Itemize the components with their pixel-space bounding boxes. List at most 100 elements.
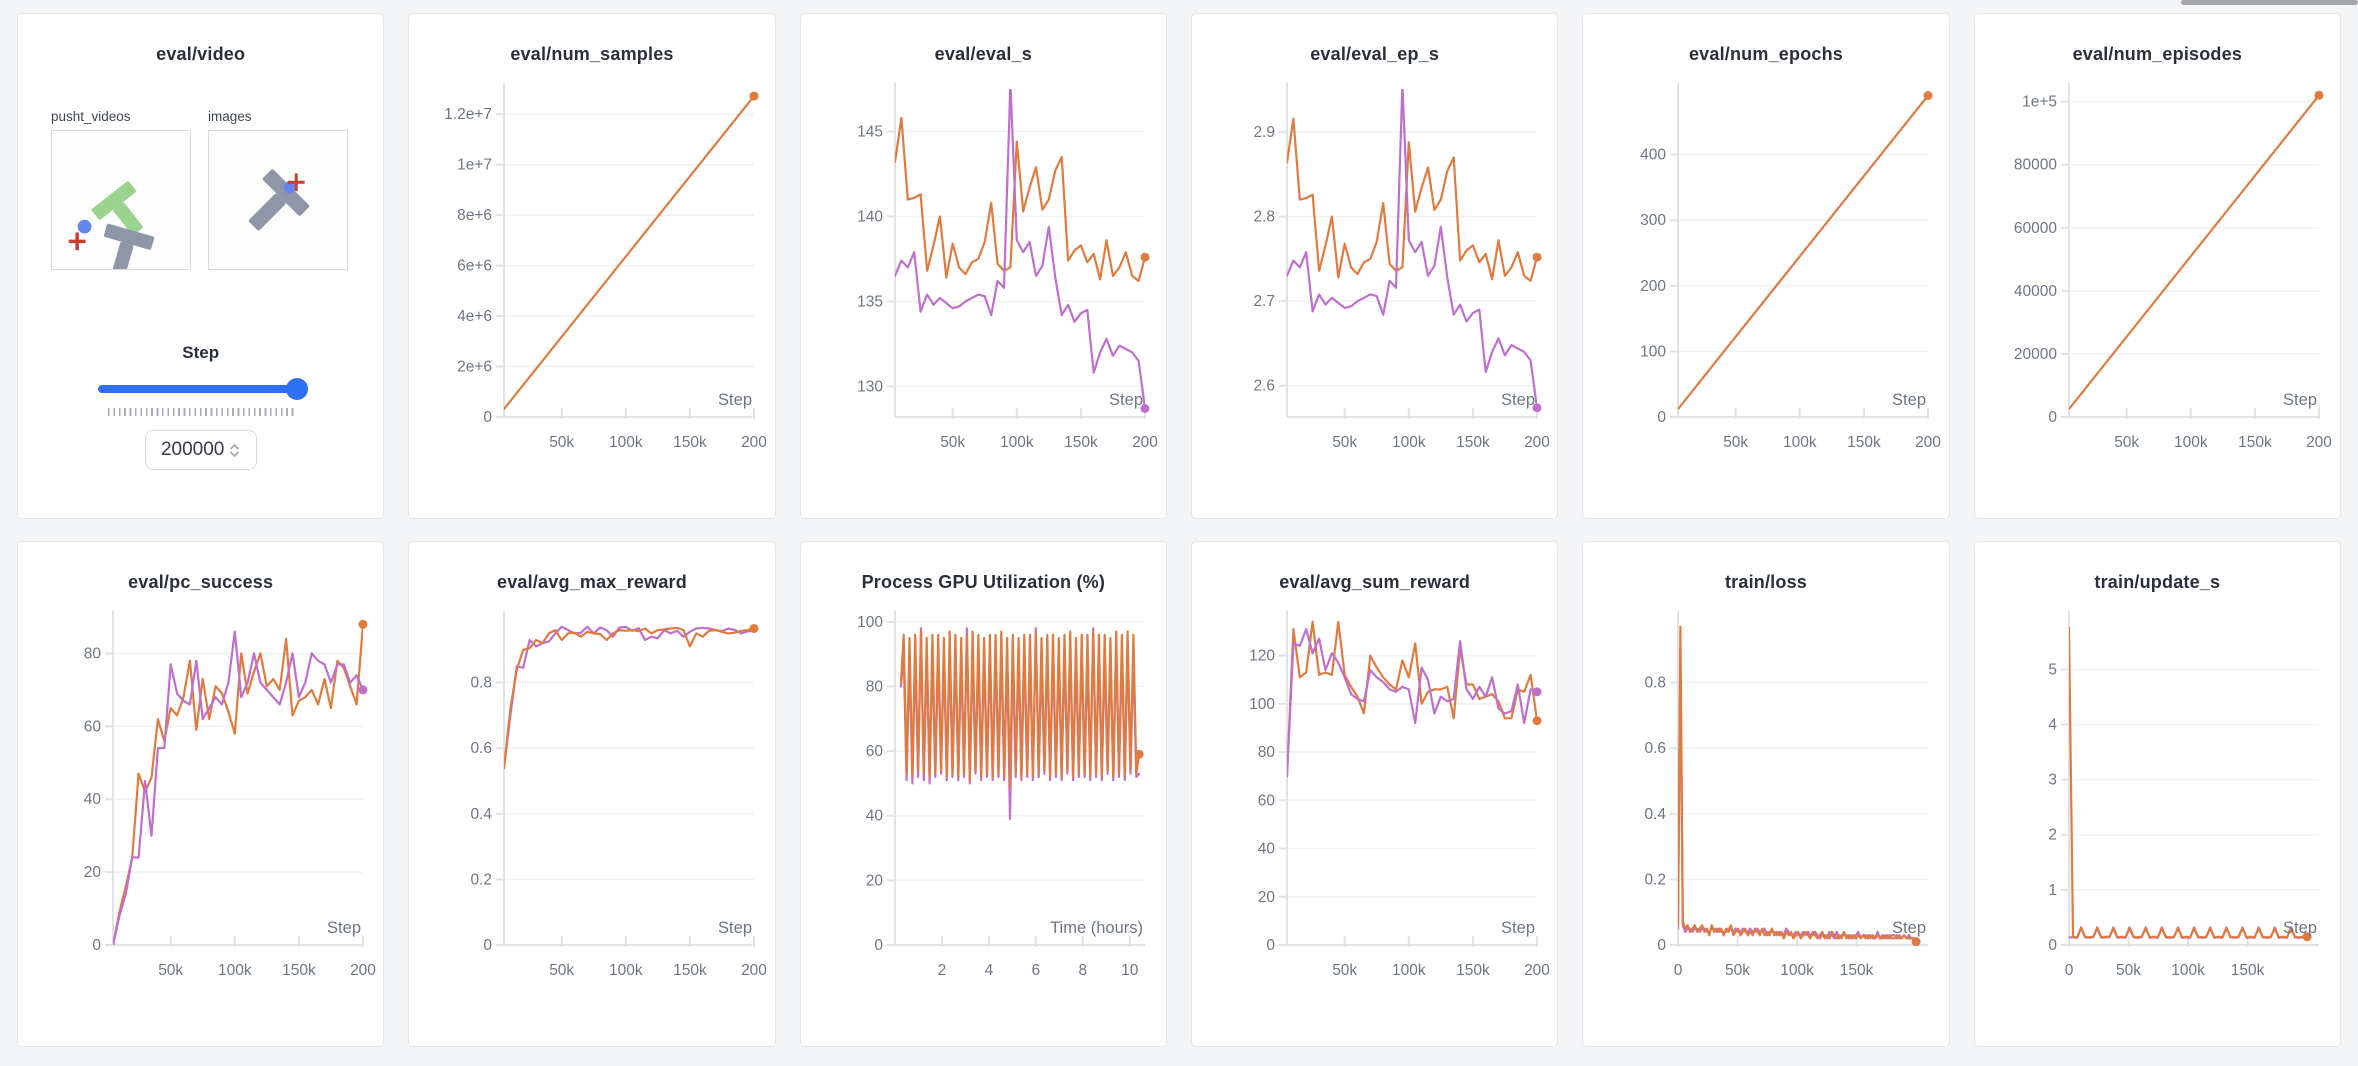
panel-train-loss[interactable]: train/loss 0 0.2 0.4 0.6 0.8 0 50k 100k 150k Step [1582, 541, 1950, 1047]
svg-text:5: 5 [2049, 661, 2058, 678]
svg-text:3: 3 [2049, 772, 2058, 789]
line-chart-eval-avg-max-reward[interactable]: 0 0.2 0.4 0.6 0.8 50k 100k 150k 200 Step [416, 603, 768, 1005]
svg-text:2: 2 [2049, 827, 2058, 844]
spinner-up-icon[interactable] [229, 443, 240, 450]
panel-eval-video[interactable]: eval/video pusht_videos [17, 13, 385, 519]
svg-text:150k: 150k [673, 434, 707, 451]
line-chart-eval-eval-ep-s[interactable]: 2.6 2.7 2.8 2.9 50k 100k 150k 200 Step [1199, 75, 1551, 477]
panel-eval-num-epochs[interactable]: eval/num_epochs 0 100 200 300 400 50k 100k 150k… [1582, 13, 1950, 519]
svg-text:60: 60 [1257, 792, 1275, 809]
svg-text:0: 0 [2049, 409, 2058, 426]
pusht-video-thumbnail[interactable] [51, 130, 191, 276]
svg-text:100k: 100k [1392, 962, 1426, 979]
svg-text:4: 4 [2049, 716, 2058, 733]
panel-eval-num-episodes[interactable]: eval/num_episodes 0 20000 40000 60000 80000 1… [1973, 13, 2341, 519]
svg-text:50k: 50k [2116, 962, 2141, 979]
svg-text:100: 100 [857, 614, 883, 631]
svg-text:4: 4 [985, 962, 994, 979]
svg-text:Step: Step [1501, 391, 1535, 409]
svg-text:Step: Step [2283, 391, 2317, 409]
panel-gpu-utilization[interactable]: Process GPU Utilization (%) 0 20 40 60 80 100… [799, 541, 1167, 1047]
line-chart-eval-num-samples[interactable]: 0 2e+6 4e+6 6e+6 8e+6 1e+7 1.2e+7 50k 100k 150k 20… [416, 75, 768, 477]
line-chart-eval-num-epochs[interactable]: 0 100 200 300 400 50k 100k 150k 200 Step [1590, 75, 1942, 477]
line-chart-train-loss[interactable]: 0 0.2 0.4 0.6 0.8 0 50k 100k 150k Step [1590, 603, 1942, 1005]
svg-text:60: 60 [83, 718, 101, 735]
svg-text:150k: 150k [1064, 434, 1098, 451]
panel-eval-pc-success[interactable]: eval/pc_success 0 20 40 60 80 50k 100k 150k 200 S… [17, 541, 385, 1047]
svg-text:Time (hours): Time (hours) [1050, 919, 1143, 937]
svg-text:20: 20 [1257, 889, 1275, 906]
images-thumbnail[interactable] [208, 130, 348, 270]
panel-title: eval/num_samples [510, 44, 674, 64]
svg-text:0.4: 0.4 [470, 806, 492, 823]
svg-text:0.6: 0.6 [470, 740, 492, 757]
svg-text:60000: 60000 [2014, 220, 2057, 237]
line-chart-eval-num-episodes[interactable]: 0 20000 40000 60000 80000 1e+5 50k 100k 150k 200 S… [1981, 75, 2333, 477]
line-chart-eval-pc-success[interactable]: 0 20 40 60 80 50k 100k 150k 200 Step [25, 603, 377, 1005]
svg-text:130: 130 [857, 378, 883, 395]
step-slider[interactable] [97, 377, 308, 407]
horizontal-scrollbar-thumb[interactable] [2181, 0, 2358, 5]
svg-text:10: 10 [1121, 962, 1139, 979]
step-slider-thumb[interactable] [285, 378, 308, 400]
svg-text:200: 200 [1915, 434, 1941, 451]
svg-text:2.6: 2.6 [1253, 378, 1275, 395]
svg-text:1e+7: 1e+7 [457, 157, 492, 174]
svg-text:120: 120 [1249, 648, 1275, 665]
target-cross-icon [68, 232, 86, 251]
media-item-images[interactable]: images [208, 109, 348, 275]
svg-text:100k: 100k [1392, 434, 1426, 451]
svg-text:0: 0 [92, 937, 101, 954]
panel-title: eval/avg_sum_reward [1279, 572, 1471, 592]
svg-text:0: 0 [2049, 937, 2058, 954]
step-slider-label: Step [182, 343, 220, 362]
svg-text:40000: 40000 [2014, 283, 2057, 300]
line-chart-eval-eval-s[interactable]: 130 135 140 145 50k 100k 150k 200 Step [807, 75, 1159, 477]
svg-text:Step: Step [1501, 919, 1535, 937]
svg-text:200: 200 [741, 434, 767, 451]
svg-text:80: 80 [1257, 744, 1275, 761]
svg-text:8e+6: 8e+6 [457, 207, 492, 224]
svg-text:Step: Step [1109, 391, 1143, 409]
svg-text:150k: 150k [2238, 434, 2272, 451]
svg-text:0.8: 0.8 [1644, 675, 1666, 692]
svg-text:0: 0 [2065, 962, 2074, 979]
svg-text:0: 0 [1674, 962, 1683, 979]
spinner-down-icon[interactable] [229, 450, 240, 457]
svg-text:50k: 50k [1332, 962, 1357, 979]
panel-train-update-s[interactable]: train/update_s 0 1 2 3 4 5 0 50k 100k 150k Step [1973, 541, 2341, 1047]
svg-text:80: 80 [83, 645, 101, 662]
panel-eval-num-samples[interactable]: eval/num_samples 0 2e+6 4e+6 6e+6 8e+6 1e+7 1.… [408, 13, 776, 519]
svg-text:20: 20 [866, 872, 884, 889]
step-value: 200000 [160, 439, 225, 460]
panel-eval-eval-ep-s[interactable]: eval/eval_ep_s 2.6 2.7 2.8 2.9 50k 100k 150k 20… [1191, 13, 1559, 519]
svg-text:150k: 150k [673, 962, 707, 979]
step-slider-ticks [107, 408, 294, 416]
svg-text:50k: 50k [549, 434, 574, 451]
line-chart-eval-avg-sum-reward[interactable]: 0 20 40 60 80 100 120 50k 100k 150k 200 Step [1199, 603, 1551, 1005]
step-slider-track[interactable] [97, 385, 304, 393]
panel-eval-avg-sum-reward[interactable]: eval/avg_sum_reward 0 20 40 60 80 100 120 50k 10… [1191, 541, 1559, 1047]
svg-text:2.7: 2.7 [1253, 293, 1275, 310]
svg-text:100: 100 [1249, 696, 1275, 713]
step-value-input[interactable]: 200000 [144, 430, 257, 470]
media-caption: pusht_videos [51, 109, 131, 124]
line-chart-train-update-s[interactable]: 0 1 2 3 4 5 0 50k 100k 150k Step [1981, 603, 2333, 1005]
svg-text:200: 200 [350, 962, 376, 979]
svg-text:100k: 100k [609, 434, 643, 451]
svg-text:0.6: 0.6 [1644, 740, 1666, 757]
panel-eval-eval-s[interactable]: eval/eval_s 130 135 140 145 50k 100k 150k 200 St… [799, 13, 1167, 519]
svg-text:Step: Step [1892, 391, 1926, 409]
svg-text:1e+5: 1e+5 [2022, 94, 2057, 111]
svg-text:150k: 150k [282, 962, 316, 979]
svg-text:50k: 50k [1723, 434, 1748, 451]
line-chart-gpu-utilization[interactable]: 0 20 40 60 80 100 2 4 6 8 10 Time (hours) [807, 603, 1159, 1005]
panel-eval-avg-max-reward[interactable]: eval/avg_max_reward 0 0.2 0.4 0.6 0.8 50k 100k… [408, 541, 776, 1047]
media-item-pusht-videos[interactable]: pusht_videos [51, 109, 191, 276]
panel-title: eval/pc_success [128, 572, 274, 592]
svg-text:100k: 100k [1783, 434, 1817, 451]
panel-title: Process GPU Utilization (%) [861, 572, 1106, 592]
svg-text:2: 2 [938, 962, 947, 979]
svg-text:100k: 100k [609, 962, 643, 979]
svg-text:150k: 150k [1456, 962, 1490, 979]
